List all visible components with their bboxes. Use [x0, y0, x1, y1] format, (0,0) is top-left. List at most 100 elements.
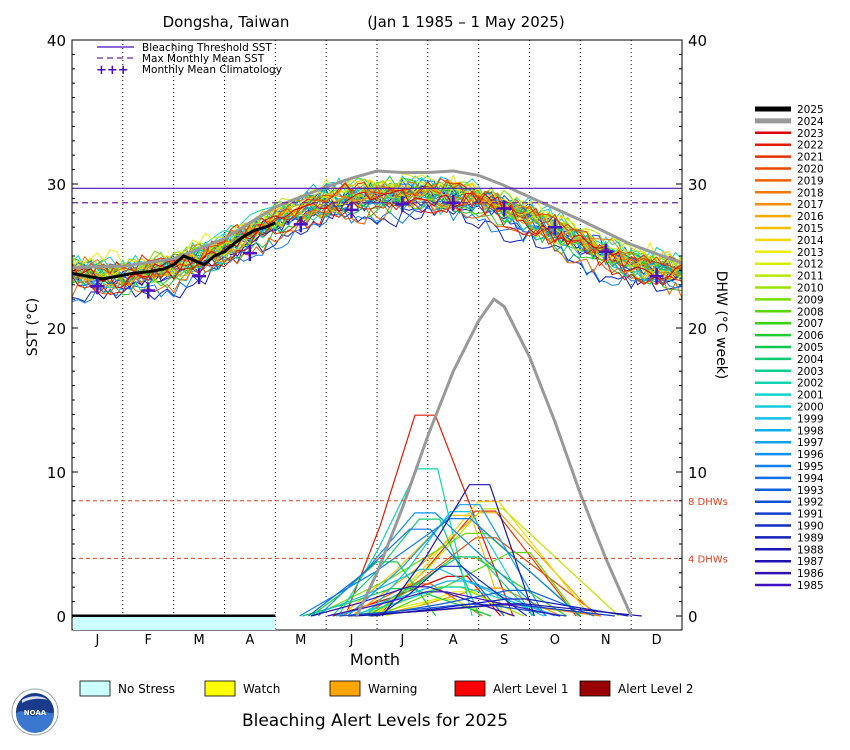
year-label-2010: 2010 [797, 283, 824, 295]
dhw-line-2024 [355, 297, 633, 617]
chart-date-range: (Jan 1 1985 – 1 May 2025) [367, 13, 564, 31]
dhw-reference-label: 4 DHWs [688, 554, 728, 565]
y-axis-label-right: DHW (°C week) [713, 271, 729, 380]
left-tick-label: 40 [47, 32, 66, 50]
left-tick-label: 10 [47, 464, 66, 482]
alert-label: Warning [368, 682, 417, 696]
x-axis-label: Month [350, 650, 400, 669]
year-label-2016: 2016 [797, 211, 824, 223]
y-axis-label-left: SST (°C) [25, 298, 41, 356]
dhw-line-1999 [310, 568, 545, 617]
year-label-2011: 2011 [797, 271, 824, 283]
sst-line-2016 [71, 187, 683, 290]
year-label-2001: 2001 [797, 390, 824, 402]
left-tick-label: 30 [47, 176, 66, 194]
dhw-line-1997 [347, 504, 546, 617]
key-mmm-label: Max Monthly Mean SST [142, 53, 265, 65]
year-label-2015: 2015 [797, 223, 824, 235]
month-tick-label: M [193, 633, 204, 648]
year-label-2008: 2008 [797, 306, 824, 318]
year-label-1992: 1992 [797, 497, 824, 509]
year-label-2025: 2025 [797, 104, 824, 116]
dhw-line-2014 [375, 501, 591, 617]
year-label-2007: 2007 [797, 318, 824, 330]
alert-title: Bleaching Alert Levels for 2025 [242, 711, 508, 731]
alert-label: Alert Level 2 [618, 682, 694, 696]
left-tick-label: 20 [47, 320, 66, 338]
alert-swatch [454, 680, 486, 697]
year-legend: 2025202420232022202120202019201820172016… [755, 104, 824, 592]
axes: J F M A M J J A S O N D 0 10 20 30 40 0 10 20 30 40 [47, 32, 707, 648]
year-label-1998: 1998 [797, 425, 824, 437]
dhw-line-2001 [349, 586, 560, 617]
dhw-line-1996 [317, 512, 547, 617]
year-label-2013: 2013 [797, 247, 824, 259]
alert-status-strip [73, 617, 276, 630]
noaa-logo-text: NOAA [24, 709, 47, 717]
alert-label: Alert Level 1 [493, 682, 569, 696]
sst-line-2025 [71, 221, 276, 281]
dhw-line-1986 [310, 586, 515, 617]
year-label-1997: 1997 [797, 437, 824, 449]
month-grid [122, 40, 632, 630]
chart-title: Dongsha, Taiwan [163, 13, 290, 31]
key-climatology-label: Monthly Mean Climatology [142, 64, 282, 76]
right-tick-label: 20 [688, 320, 707, 338]
month-tick-label: A [449, 633, 458, 648]
dhw-line-1988 [381, 484, 535, 617]
alert-label: No Stress [118, 682, 175, 696]
year-label-1995: 1995 [797, 461, 824, 473]
year-label-2000: 2000 [797, 402, 824, 414]
month-tick-label: A [245, 633, 254, 648]
year-label-1996: 1996 [797, 449, 824, 461]
sst-line-2021 [71, 177, 683, 279]
year-label-1994: 1994 [797, 473, 824, 485]
year-label-1989: 1989 [797, 532, 824, 544]
year-label-1991: 1991 [797, 509, 824, 521]
alert-level-legend: No Stress Watch Warning Alert Level 1 Alert … [79, 680, 694, 697]
reference-lines: 8 DHWs 4 DHWs [72, 187, 728, 565]
sst-line-1989 [71, 203, 683, 303]
plot-frame [71, 39, 683, 631]
dhw-lines [72, 297, 642, 618]
dhw-line-2000 [365, 511, 533, 617]
right-tick-label: 30 [688, 176, 707, 194]
year-label-1993: 1993 [797, 485, 824, 497]
sst-line-2022 [71, 196, 683, 296]
dhw-line-1993 [369, 589, 595, 617]
dhw-line-1990 [378, 565, 528, 617]
sst-line-2019 [71, 198, 683, 299]
month-tick-label: J [349, 633, 354, 648]
year-label-1988: 1988 [797, 544, 824, 556]
year-label-2009: 2009 [797, 294, 824, 306]
year-label-2003: 2003 [797, 366, 824, 378]
noaa-logo: NOAA [11, 688, 59, 736]
dhw-reference-label: 8 DHWs [688, 497, 728, 508]
dhw-line-1995 [299, 518, 581, 617]
right-tick-label: 0 [688, 608, 698, 626]
right-tick-label: 40 [688, 32, 707, 50]
year-label-2006: 2006 [797, 330, 824, 342]
year-label-1986: 1986 [797, 568, 824, 580]
year-label-1990: 1990 [797, 521, 824, 533]
year-label-2012: 2012 [797, 259, 824, 271]
month-tick-label: D [652, 633, 662, 648]
year-label-2020: 2020 [797, 164, 824, 176]
dhw-line-2010 [357, 586, 524, 617]
dhw-line-2009 [313, 532, 582, 617]
year-label-2019: 2019 [797, 175, 824, 187]
year-label-2014: 2014 [797, 235, 824, 247]
year-label-1985: 1985 [797, 580, 824, 592]
year-label-2018: 2018 [797, 187, 824, 199]
year-label-2022: 2022 [797, 140, 824, 152]
dhw-line-1994 [308, 528, 505, 617]
sst-line-2024 [71, 169, 683, 269]
key-threshold-label: Bleaching Threshold SST [142, 42, 272, 54]
month-tick-label: M [295, 633, 306, 648]
month-tick-label: O [550, 633, 560, 648]
sst-line-1995 [71, 203, 683, 304]
climatology-markers [90, 194, 664, 299]
sst-line-2006 [71, 194, 683, 296]
alert-swatch [329, 680, 361, 697]
